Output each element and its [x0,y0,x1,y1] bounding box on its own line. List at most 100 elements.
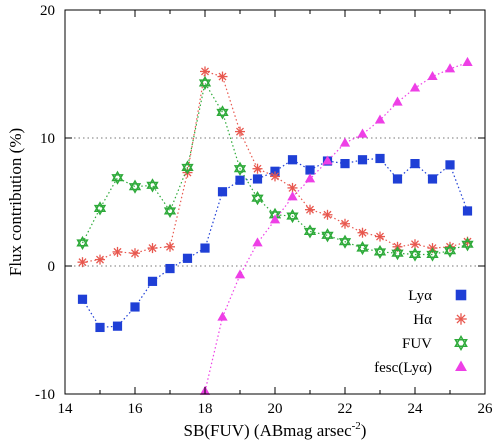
data-point [357,128,368,138]
data-point [462,206,473,216]
data-point [95,254,105,265]
data-point [339,137,351,147]
data-point [252,237,263,247]
data-point [445,160,455,170]
data-point [217,187,228,197]
data-point [304,173,316,183]
data-point [128,179,142,194]
data-point [252,163,263,174]
data-point [95,322,105,333]
data-point [112,246,123,257]
data-point [269,214,281,224]
x-tick-label: 26 [478,401,494,417]
data-point [181,160,194,175]
x-tick-label: 20 [268,401,283,417]
data-point [427,174,438,184]
legend-marker [455,360,467,371]
y-tick-label: 0 [48,259,56,275]
data-point [77,294,88,304]
data-point [373,244,387,260]
data-point [111,170,124,185]
data-point [252,174,263,184]
data-point [165,241,175,252]
x-axis-label-close: ) [361,421,367,440]
data-point [357,155,368,165]
data-point [233,161,247,176]
data-point [375,231,385,242]
axis-ticks: 14 16 18 20 22 24 26 -10 0 10 20 [35,3,493,417]
legend: Lyα Hα FUV fesc(Lyα) [374,288,468,376]
data-point [270,171,280,182]
data-point [234,269,246,279]
data-point [217,311,228,321]
data-point [374,114,386,124]
data-point [112,321,123,331]
series-2 [76,75,474,262]
data-point [251,191,264,206]
data-point [287,182,298,193]
data-point [200,243,210,253]
x-axis-label: SB(FUV) (ABmag arsec-2) [184,420,367,440]
data-point [235,175,245,185]
x-axis-label-exponent: -2 [352,420,361,432]
series-line [81,81,468,256]
data-point [340,159,350,169]
data-point [410,159,420,169]
legend-label: FUV [402,336,432,352]
x-tick-label: 14 [58,401,74,417]
data-point [235,126,245,137]
legend-label: Hα [413,312,432,328]
legend-marker [455,313,467,325]
data-point [146,178,159,193]
x-tick-label: 24 [408,401,424,417]
data-point [147,243,158,254]
data-point [217,71,228,82]
data-point [182,253,193,263]
data-point [287,191,298,201]
series-line [81,157,469,329]
series-group [76,56,474,395]
data-point [444,63,456,73]
data-point [322,155,333,165]
data-point [270,166,280,176]
data-point [338,234,352,249]
data-point [130,302,140,312]
data-point [321,228,334,243]
data-point [375,153,385,164]
y-axis-label: Flux contribution (%) [6,128,25,276]
data-point [216,105,229,120]
x-tick-label: 22 [338,401,353,417]
data-point [427,70,438,81]
data-point [93,201,107,216]
y-tick-label: 10 [40,131,55,147]
x-tick-label: 18 [198,401,213,417]
legend-marker [454,335,468,351]
data-point [410,239,420,250]
data-point [147,276,158,286]
data-point [165,263,175,274]
x-axis-label-main: SB(FUV) (ABmag arsec [184,421,353,440]
x-tick-label: 16 [128,401,144,417]
data-point [356,240,369,256]
legend-marker [455,289,467,301]
data-point [392,174,403,184]
series-1 [77,66,473,268]
data-point [357,227,368,238]
data-point [287,155,298,165]
y-tick-label: 20 [40,3,55,19]
grid-lines [65,137,485,267]
data-point [198,75,212,91]
series-line [204,61,468,392]
data-point [340,218,350,229]
data-point [200,66,210,77]
data-point [462,56,473,66]
data-point [426,247,439,262]
data-point [409,82,421,92]
data-point [76,235,89,251]
data-point [77,257,88,268]
data-point [163,203,177,219]
data-point [408,247,422,262]
data-point [305,204,315,215]
data-point [461,237,474,252]
